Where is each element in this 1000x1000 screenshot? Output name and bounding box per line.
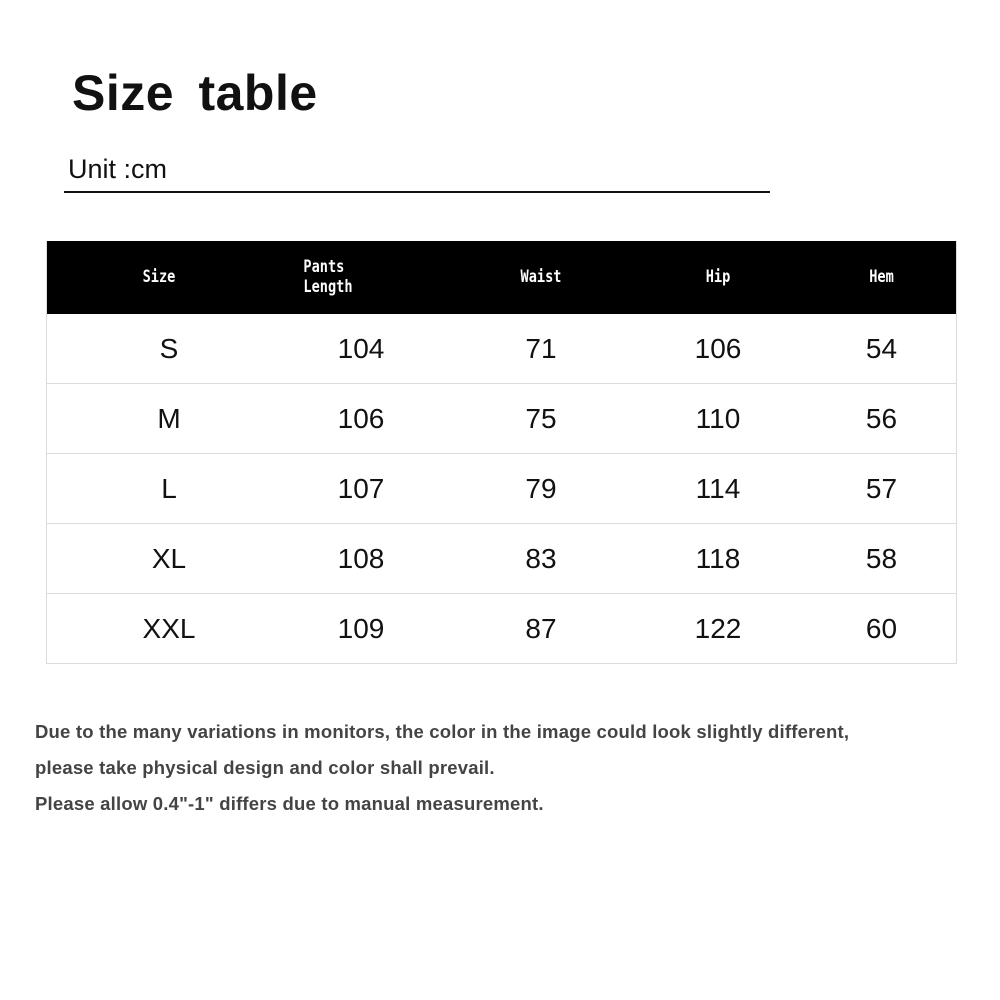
disclaimer-notes: Due to the many variations in monitors, … [35,714,849,822]
cell-hem: 54 [865,332,898,364]
cell-hip: 114 [695,472,741,504]
cell-waist: 79 [525,472,557,504]
size-table: Size Pants Length Waist Hip Hem S 104 71 106… [46,241,957,664]
table-row: S 104 71 106 54 [47,314,956,383]
cell-hip: 122 [694,612,742,644]
header-pants-length: Pants Length [303,256,353,297]
table-row: M 106 75 110 56 [47,383,956,453]
cell-waist: 75 [525,402,557,434]
cell-size: S [159,332,179,364]
table-header: Size Pants Length Waist Hip Hem [47,241,956,314]
header-waist: Waist [520,266,562,287]
cell-hip: 118 [695,542,741,574]
cell-pants-length: 106 [337,402,385,434]
table-row: L 107 79 114 57 [47,453,956,523]
note-line: please take physical design and color sh… [35,757,495,778]
header-hem: Hem [869,266,894,287]
cell-size: XXL [142,612,196,644]
cell-pants-length: 108 [337,542,385,574]
cell-hem: 60 [865,612,898,644]
cell-pants-length: 107 [337,472,385,504]
cell-size: M [157,402,181,434]
cell-pants-length: 104 [337,332,385,364]
note-line: Please allow 0.4"-1" differs due to manu… [35,793,544,814]
header-size: Size [142,266,176,287]
cell-waist: 83 [525,542,557,574]
cell-waist: 87 [525,612,557,644]
cell-waist: 71 [525,332,557,364]
cell-hem: 57 [865,472,898,504]
cell-hip: 106 [694,332,742,364]
unit-label: Unit :cm [68,154,168,184]
cell-hem: 58 [865,542,898,574]
table-row: XL 108 83 118 58 [47,523,956,593]
cell-pants-length: 109 [337,612,385,644]
cell-size: XL [151,542,187,574]
page-title: Size table [72,65,318,121]
cell-hem: 56 [865,402,898,434]
note-line: Due to the many variations in monitors, … [35,721,850,742]
cell-hip: 110 [695,402,741,434]
divider [64,191,770,193]
table-row: XXL 109 87 122 60 [47,593,956,663]
header-hip: Hip [705,266,731,287]
cell-size: L [161,472,177,504]
